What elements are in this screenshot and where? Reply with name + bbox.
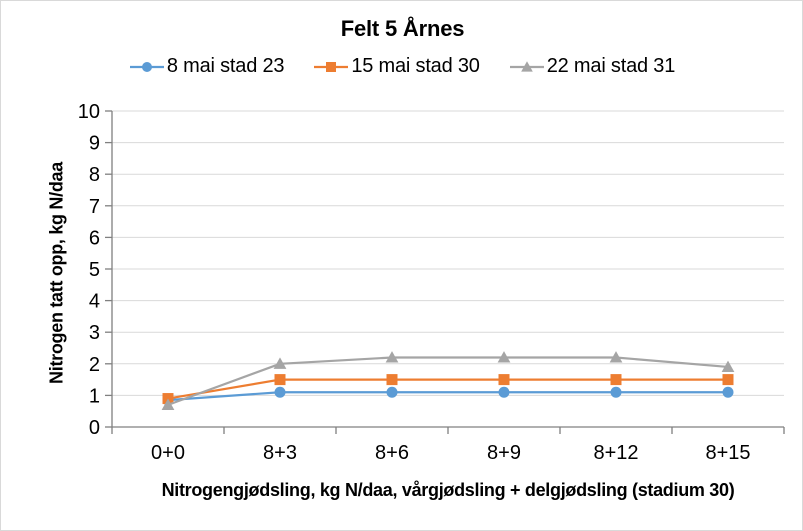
y-tick-labels: 0 1 2 3 4 5 6 7 8 9 10: [78, 101, 100, 439]
axes: [105, 110, 785, 434]
svg-text:4: 4: [89, 291, 100, 313]
svg-text:1: 1: [89, 385, 100, 407]
svg-text:0+0: 0+0: [151, 442, 185, 464]
legend-item-series-2: 15 mai stad 30: [314, 55, 480, 78]
svg-text:2: 2: [89, 354, 100, 376]
legend-label-series-2: 15 mai stad 30: [351, 55, 480, 77]
svg-text:8: 8: [89, 164, 100, 186]
legend-label-series-3: 22 mai stad 31: [546, 55, 676, 77]
svg-text:8+15: 8+15: [705, 442, 750, 464]
legend-item-series-3: 22 mai stad 31: [509, 55, 676, 78]
legend: 8 mai stad 23 15 mai stad 30 22 mai stad…: [1, 55, 802, 78]
square-marker-icon: [314, 61, 349, 72]
svg-text:7: 7: [89, 196, 100, 218]
circle-marker-icon: [129, 61, 164, 72]
svg-text:9: 9: [89, 133, 100, 155]
svg-text:6: 6: [89, 227, 100, 249]
series-3: [161, 351, 735, 410]
svg-text:8+12: 8+12: [593, 442, 638, 464]
series-1: [162, 386, 734, 406]
gridlines: [112, 110, 784, 396]
y-axis-title: Nitrogen tatt opp, kg N/daa: [46, 162, 67, 384]
x-tick-labels: 0+0 8+3 8+6 8+9 8+12 8+15: [151, 442, 751, 464]
legend-label-series-1: 8 mai stad 23: [166, 55, 285, 77]
series-2: [162, 374, 734, 405]
svg-text:10: 10: [78, 101, 100, 123]
chart-title: Felt 5 Årnes: [340, 16, 465, 41]
svg-text:8+9: 8+9: [487, 442, 521, 464]
svg-text:8+3: 8+3: [263, 442, 297, 464]
svg-text:5: 5: [89, 259, 100, 281]
svg-text:0: 0: [89, 417, 100, 439]
x-axis-title: Nitrogengjødsling, kg N/daa, vårgjødslin…: [161, 480, 735, 500]
svg-text:8+6: 8+6: [375, 442, 409, 464]
legend-item-series-1: 8 mai stad 23: [129, 55, 285, 78]
triangle-marker-icon: [509, 60, 544, 72]
svg-text:3: 3: [89, 322, 100, 344]
